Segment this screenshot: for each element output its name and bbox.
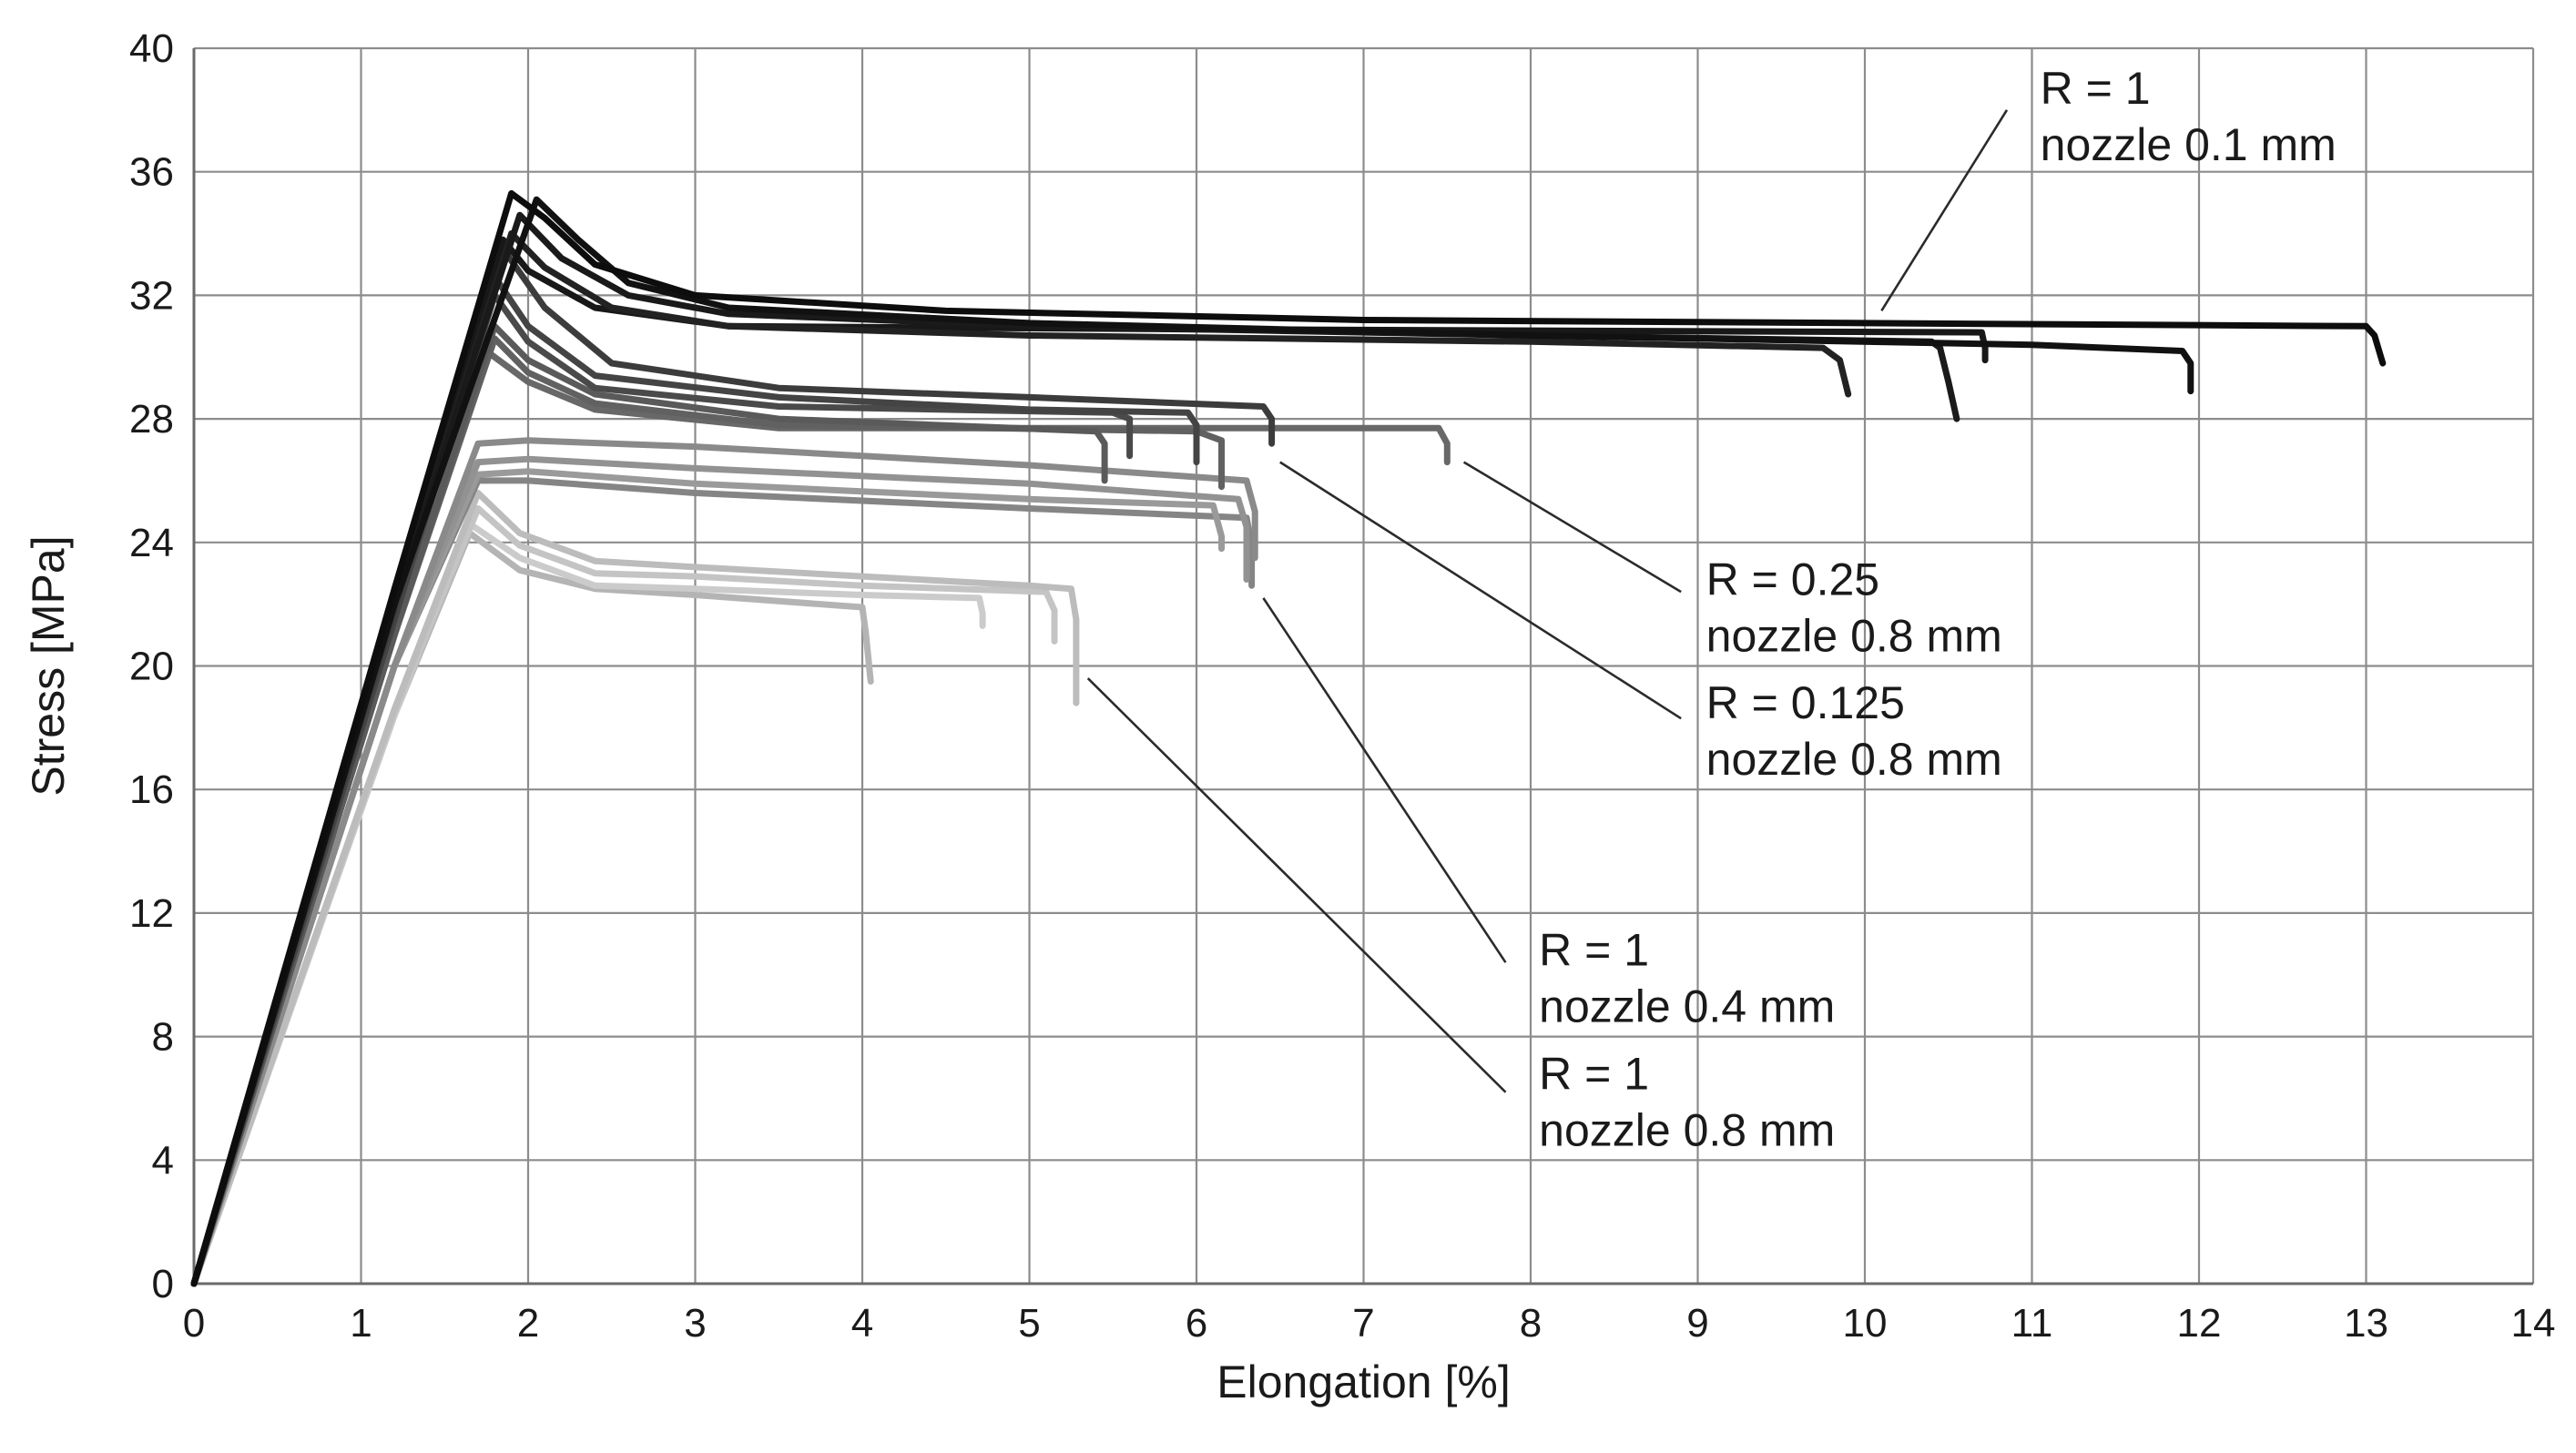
annotation-leader-line xyxy=(1462,461,1682,594)
annotation-leader-line xyxy=(1279,461,1682,720)
annotation-label: R = 1 xyxy=(1539,1048,1649,1099)
x-tick-label: 5 xyxy=(1018,1301,1040,1346)
series-line xyxy=(190,189,2387,1287)
x-tick-label: 8 xyxy=(1520,1301,1542,1346)
annotation-label: nozzle 0.8 mm xyxy=(1706,610,2002,661)
annotation-leader-line xyxy=(1086,677,1507,1093)
y-tick-label: 12 xyxy=(129,891,174,936)
x-tick-label: 9 xyxy=(1686,1301,1708,1346)
series-line xyxy=(190,196,2194,1287)
annotation-label: nozzle 0.1 mm xyxy=(2041,119,2337,170)
annotation-label: R = 1 xyxy=(1539,925,1649,976)
y-tick-label: 0 xyxy=(152,1262,174,1306)
series-lines xyxy=(190,189,2387,1287)
series-line xyxy=(190,211,1960,1287)
series-line xyxy=(190,437,1258,1287)
y-tick-label: 16 xyxy=(129,767,174,812)
y-tick-label: 24 xyxy=(129,521,174,565)
y-tick-label: 28 xyxy=(129,397,174,442)
annotation-leader-line xyxy=(1880,109,2009,312)
x-tick-label: 13 xyxy=(2344,1301,2388,1346)
annotation-label: nozzle 0.8 mm xyxy=(1706,734,2002,785)
y-tick-label: 20 xyxy=(129,645,174,689)
annotation-label: nozzle 0.4 mm xyxy=(1539,981,1835,1032)
series-line xyxy=(190,505,1058,1287)
y-tick-label: 32 xyxy=(129,273,174,318)
y-tick-label: 40 xyxy=(129,26,174,71)
annotation-label: nozzle 0.8 mm xyxy=(1539,1104,1835,1155)
x-tick-label: 7 xyxy=(1352,1301,1374,1346)
x-tick-label: 3 xyxy=(684,1301,706,1346)
annotation-leader-line xyxy=(1262,597,1507,963)
x-tick-label: 4 xyxy=(851,1301,873,1346)
x-tick-label: 12 xyxy=(2177,1301,2222,1346)
series-line xyxy=(190,490,1080,1287)
series-line xyxy=(190,322,1108,1287)
annotation-label: R = 0.125 xyxy=(1706,677,1905,728)
y-tick-label: 8 xyxy=(152,1015,174,1060)
y-tick-label: 36 xyxy=(129,150,174,195)
annotation-label: R = 1 xyxy=(2041,63,2151,114)
x-tick-label: 2 xyxy=(517,1301,539,1346)
y-axis-title: Stress [MPa] xyxy=(23,535,74,796)
x-axis-title: Elongation [%] xyxy=(1217,1356,1510,1407)
x-tick-label: 0 xyxy=(183,1301,205,1346)
x-tick-label: 6 xyxy=(1186,1301,1207,1346)
x-tick-label: 11 xyxy=(2011,1301,2053,1346)
x-tick-label: 14 xyxy=(2511,1301,2556,1346)
annotation-label: R = 0.25 xyxy=(1706,554,1879,605)
x-tick-label: 1 xyxy=(350,1301,372,1346)
y-tick-label: 4 xyxy=(152,1138,174,1183)
x-tick-label: 10 xyxy=(1843,1301,1888,1346)
